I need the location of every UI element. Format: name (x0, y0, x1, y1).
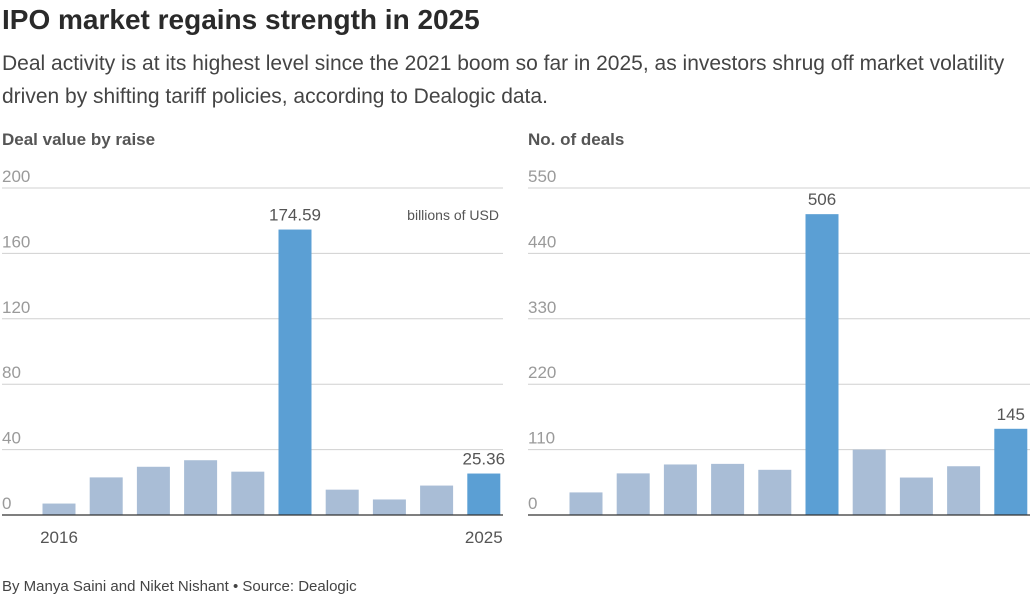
bar-2022 (325, 489, 359, 515)
bar-2016 (42, 503, 76, 515)
data-label: 25.36 (463, 450, 506, 469)
y-tick-label: 550 (528, 167, 556, 186)
bar-2017 (616, 473, 650, 515)
y-tick-label: 220 (528, 363, 556, 382)
deal-value-chart: 0 40 80 120 160 200 2016 174.59 25.36 2025 billion… (2, 167, 506, 547)
panel-title-no-of-deals: No. of deals (528, 130, 625, 149)
bar-2021 (805, 214, 839, 515)
footer-credit: By Manya Saini and Niket Nishant • Sourc… (2, 578, 357, 595)
bar-2022 (852, 449, 886, 515)
data-label: 145 (997, 405, 1025, 424)
bar-2017 (89, 477, 123, 515)
bar-2024 (420, 485, 454, 515)
bar-2019 (184, 460, 218, 515)
y-tick-label: 440 (528, 232, 556, 251)
bar-2021 (278, 229, 312, 515)
x-tick-label: 2025 (465, 528, 503, 547)
bar-2019 (711, 463, 745, 515)
x-tick-label: 2016 (40, 528, 78, 547)
y-tick-label: 120 (2, 298, 30, 317)
y-tick-label: 80 (2, 363, 21, 382)
y-tick-label: 0 (528, 494, 537, 513)
bar-2020 (758, 469, 792, 515)
unit-label: billions of USD (407, 207, 499, 223)
panel-title-deal-value: Deal value by raise (2, 130, 156, 149)
y-tick-label: 200 (2, 167, 30, 186)
bar-2018 (663, 464, 697, 515)
y-tick-label: 160 (2, 232, 30, 251)
chart-title: IPO market regains strength in 2025 (2, 4, 480, 35)
bar-2023 (372, 499, 406, 515)
bar-2025 (467, 473, 501, 515)
bar-2025 (994, 428, 1028, 515)
y-tick-label: 40 (2, 429, 21, 448)
no-of-deals-chart: 0 110 220 330 440 550 506 145 (528, 167, 1030, 516)
bar-2023 (899, 477, 933, 515)
bar-2020 (231, 471, 265, 515)
data-label: 174.59 (269, 206, 321, 225)
y-tick-label: 110 (528, 429, 555, 448)
data-label: 506 (808, 190, 836, 209)
bar-2018 (136, 466, 170, 515)
chart-subtitle: Deal activity is at its highest level si… (2, 52, 1005, 108)
bar-2016 (569, 492, 603, 515)
y-tick-label: 330 (528, 298, 556, 317)
bar-2024 (947, 466, 981, 515)
y-tick-label: 0 (2, 494, 11, 513)
